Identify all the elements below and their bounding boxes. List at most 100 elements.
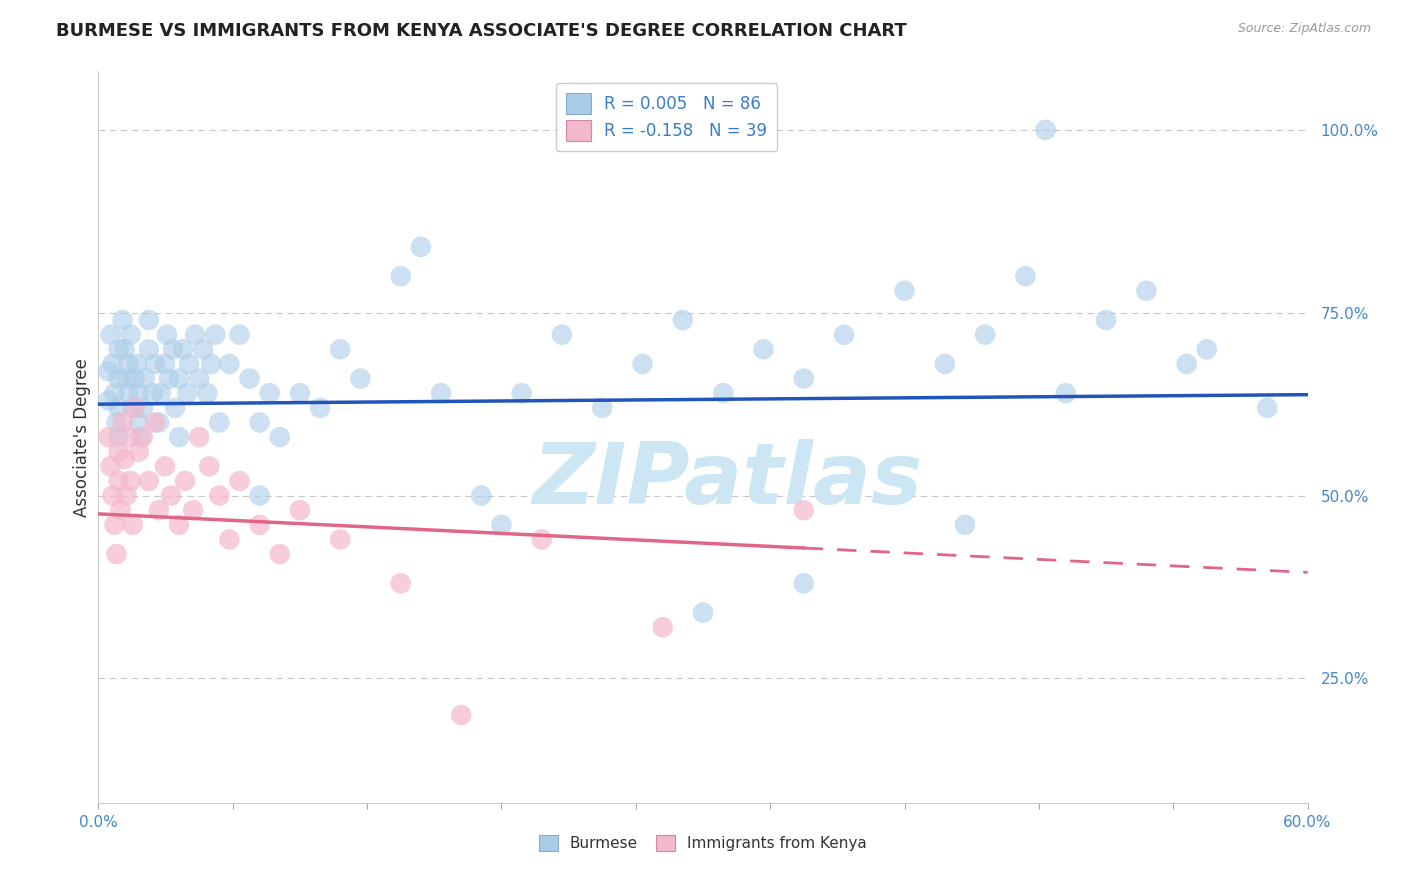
Point bbox=[389, 269, 412, 284]
Point bbox=[832, 327, 855, 342]
Point bbox=[631, 357, 654, 371]
Point bbox=[97, 393, 120, 408]
Point bbox=[793, 576, 815, 591]
Point bbox=[176, 386, 198, 401]
Point bbox=[143, 416, 166, 430]
Point bbox=[551, 327, 574, 342]
Point bbox=[100, 459, 122, 474]
Point bbox=[1256, 401, 1278, 415]
Point bbox=[153, 459, 176, 474]
Point bbox=[181, 503, 204, 517]
Point bbox=[132, 430, 155, 444]
Point bbox=[934, 357, 956, 371]
Point bbox=[107, 474, 129, 488]
Point bbox=[1135, 284, 1157, 298]
Point bbox=[107, 343, 129, 357]
Point bbox=[893, 284, 915, 298]
Point bbox=[389, 576, 412, 591]
Point bbox=[142, 386, 165, 401]
Point bbox=[249, 489, 271, 503]
Point bbox=[97, 364, 120, 378]
Point bbox=[218, 533, 240, 547]
Point bbox=[530, 533, 553, 547]
Point bbox=[160, 489, 183, 503]
Point bbox=[120, 474, 142, 488]
Point bbox=[288, 386, 311, 401]
Point bbox=[174, 474, 197, 488]
Legend: Burmese, Immigrants from Kenya: Burmese, Immigrants from Kenya bbox=[533, 830, 873, 857]
Point bbox=[195, 386, 218, 401]
Point bbox=[329, 533, 352, 547]
Point bbox=[115, 489, 138, 503]
Point bbox=[198, 459, 221, 474]
Point bbox=[103, 517, 125, 532]
Point bbox=[752, 343, 775, 357]
Point bbox=[111, 313, 134, 327]
Point bbox=[97, 430, 120, 444]
Point bbox=[114, 343, 136, 357]
Point bbox=[953, 517, 976, 532]
Point bbox=[120, 327, 142, 342]
Point bbox=[711, 386, 734, 401]
Point bbox=[163, 401, 186, 415]
Point bbox=[204, 327, 226, 342]
Y-axis label: Associate's Degree: Associate's Degree bbox=[73, 358, 91, 516]
Point bbox=[129, 430, 152, 444]
Point bbox=[228, 474, 250, 488]
Point bbox=[1175, 357, 1198, 371]
Point bbox=[228, 327, 250, 342]
Point bbox=[134, 371, 156, 385]
Point bbox=[149, 386, 172, 401]
Point bbox=[208, 489, 231, 503]
Point bbox=[491, 517, 513, 532]
Point bbox=[148, 503, 170, 517]
Point bbox=[349, 371, 371, 385]
Point bbox=[591, 401, 613, 415]
Point bbox=[672, 313, 695, 327]
Point bbox=[105, 547, 128, 561]
Point bbox=[329, 343, 352, 357]
Point bbox=[259, 386, 281, 401]
Point bbox=[115, 371, 138, 385]
Point bbox=[430, 386, 453, 401]
Point bbox=[100, 327, 122, 342]
Point bbox=[118, 430, 141, 444]
Point bbox=[651, 620, 673, 634]
Point bbox=[107, 430, 129, 444]
Point bbox=[179, 357, 201, 371]
Point bbox=[1014, 269, 1036, 284]
Point bbox=[188, 371, 211, 385]
Point bbox=[107, 371, 129, 385]
Point bbox=[111, 416, 134, 430]
Point bbox=[105, 416, 128, 430]
Point bbox=[193, 343, 215, 357]
Point bbox=[470, 489, 492, 503]
Point bbox=[121, 517, 143, 532]
Point bbox=[148, 416, 170, 430]
Point bbox=[172, 343, 194, 357]
Point bbox=[118, 357, 141, 371]
Point bbox=[107, 401, 129, 415]
Point bbox=[1195, 343, 1218, 357]
Point bbox=[125, 357, 148, 371]
Point bbox=[510, 386, 533, 401]
Point bbox=[249, 416, 271, 430]
Point bbox=[249, 517, 271, 532]
Point bbox=[167, 517, 190, 532]
Point bbox=[110, 503, 132, 517]
Point bbox=[128, 416, 150, 430]
Point bbox=[118, 386, 141, 401]
Point bbox=[156, 327, 179, 342]
Point bbox=[167, 371, 190, 385]
Point bbox=[1054, 386, 1077, 401]
Point bbox=[218, 357, 240, 371]
Point bbox=[153, 357, 176, 371]
Point bbox=[103, 386, 125, 401]
Point bbox=[143, 357, 166, 371]
Point bbox=[157, 371, 180, 385]
Point bbox=[409, 240, 432, 254]
Text: Source: ZipAtlas.com: Source: ZipAtlas.com bbox=[1237, 22, 1371, 36]
Text: ZIPatlas: ZIPatlas bbox=[531, 440, 922, 523]
Point bbox=[138, 474, 160, 488]
Point bbox=[138, 313, 160, 327]
